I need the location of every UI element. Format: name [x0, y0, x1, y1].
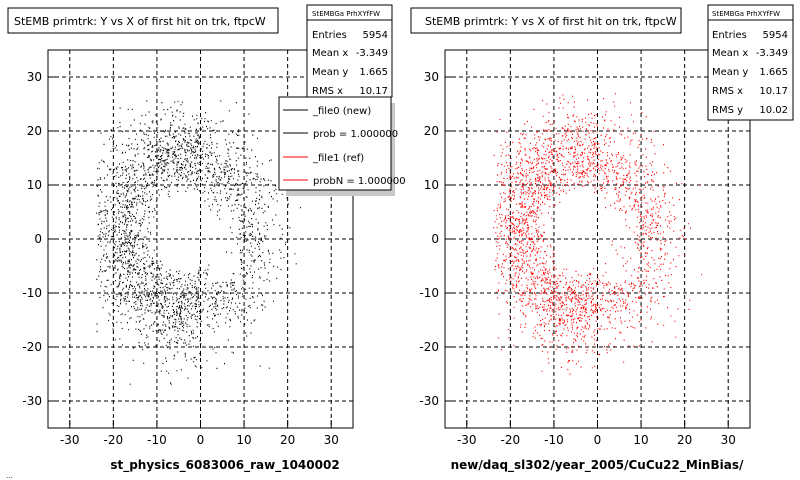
right-x-tick-label: 10 — [633, 433, 648, 447]
right-stats-label: RMS x — [712, 86, 743, 97]
legend: _file0 (new) prob = 1.000000 _file1 (ref… — [278, 96, 406, 196]
legend-label: _file1 (ref) — [312, 153, 364, 164]
left-y-tick-label: 30 — [27, 70, 42, 84]
right-grid — [445, 50, 750, 428]
right-stats-header: StEMBGa PrhXYfFW — [712, 10, 780, 18]
legend-label: probN = 1.000000 — [313, 176, 406, 187]
legend-label: _file0 (new) — [312, 106, 371, 117]
left-stats-label: Entries — [312, 30, 347, 41]
right-y-tick-label: 10 — [424, 178, 439, 192]
right-x-tick-label: -10 — [544, 433, 564, 447]
left-stats-value: 1.665 — [359, 67, 388, 78]
left-y-tick-label: -20 — [22, 340, 42, 354]
left-y-tick-label: 0 — [34, 232, 42, 246]
left-pad: StEMB primtrk: Y vs X of first hit on tr… — [7, 4, 406, 473]
left-stats-label: Mean y — [312, 67, 348, 78]
right-stats-label: Mean y — [712, 67, 748, 78]
right-stats-value: -3.349 — [756, 48, 788, 59]
left-x-axis-label: st_physics_6083006_raw_1040002 — [110, 458, 339, 473]
footer-text: … — [6, 472, 13, 480]
right-x-axis-label: new/daq_sl302/year_2005/CuCu22_MinBias/ — [451, 458, 744, 473]
right-title-box — [410, 7, 682, 34]
left-stats-value: 5954 — [363, 30, 388, 41]
left-scatter-points — [96, 100, 304, 385]
left-stats-value: 10.17 — [359, 86, 388, 97]
right-stats-box: StEMBGa PrhXYfFW Entries 5954 Mean x -3.… — [707, 4, 794, 121]
left-x-tick-label: -20 — [104, 433, 124, 447]
left-stats-header: StEMBGa PrhXYfFW — [312, 10, 380, 18]
right-y-tick-label: -10 — [419, 286, 439, 300]
left-stats-value: -3.349 — [356, 48, 388, 59]
right-scatter-points — [493, 93, 703, 375]
right-stats-value: 10.02 — [759, 105, 788, 116]
left-stats-label: Mean x — [312, 48, 348, 59]
left-y-tick-label: -10 — [22, 286, 42, 300]
right-axis-ticks: -30 -20 -10 0 10 20 30 -30 -20 -10 0 10 20 30 — [419, 70, 735, 447]
left-x-tick-label: 20 — [280, 433, 295, 447]
right-scatter-series — [493, 93, 703, 375]
left-x-tick-label: 30 — [324, 433, 339, 447]
right-y-tick-label: -20 — [419, 340, 439, 354]
left-axis-ticks: -30 -20 -10 0 10 20 30 -30 -20 -10 0 10 20 30 — [22, 70, 338, 447]
right-x-tick-label: -30 — [457, 433, 477, 447]
left-y-tick-label: 10 — [27, 178, 42, 192]
right-stats-label: Entries — [712, 30, 747, 41]
right-x-tick-label: 30 — [721, 433, 736, 447]
right-y-tick-label: -30 — [419, 394, 439, 408]
right-y-tick-label: 20 — [424, 124, 439, 138]
right-x-tick-label: 20 — [677, 433, 692, 447]
left-x-tick-label: 0 — [197, 433, 205, 447]
right-stats-value: 10.17 — [759, 86, 788, 97]
right-stats-label: Mean x — [712, 48, 748, 59]
left-scatter-series — [96, 100, 304, 385]
left-x-tick-label: 10 — [236, 433, 251, 447]
left-y-tick-label: -30 — [22, 394, 42, 408]
left-stats-box: StEMBGa PrhXYfFW Entries 5954 Mean x -3.… — [306, 4, 393, 98]
legend-label: prob = 1.000000 — [313, 129, 398, 140]
right-stats-value: 5954 — [763, 30, 788, 41]
right-y-tick-label: 30 — [424, 70, 439, 84]
left-title: StEMB primtrk: Y vs X of first hit on tr… — [14, 15, 266, 28]
right-x-tick-label: 0 — [594, 433, 602, 447]
right-x-tick-label: -20 — [501, 433, 521, 447]
left-x-tick-label: -30 — [60, 433, 80, 447]
right-stats-label: RMS y — [712, 105, 743, 116]
left-title-box — [7, 7, 279, 34]
right-y-tick-label: 0 — [431, 232, 439, 246]
left-x-tick-label: -10 — [147, 433, 167, 447]
right-title: StEMB primtrk: Y vs X of first hit on tr… — [425, 15, 677, 28]
left-y-tick-label: 20 — [27, 124, 42, 138]
right-stats-value: 1.665 — [759, 67, 788, 78]
right-pad: StEMB primtrk: Y vs X of first hit on tr… — [410, 4, 794, 473]
left-stats-label: RMS x — [312, 86, 343, 97]
